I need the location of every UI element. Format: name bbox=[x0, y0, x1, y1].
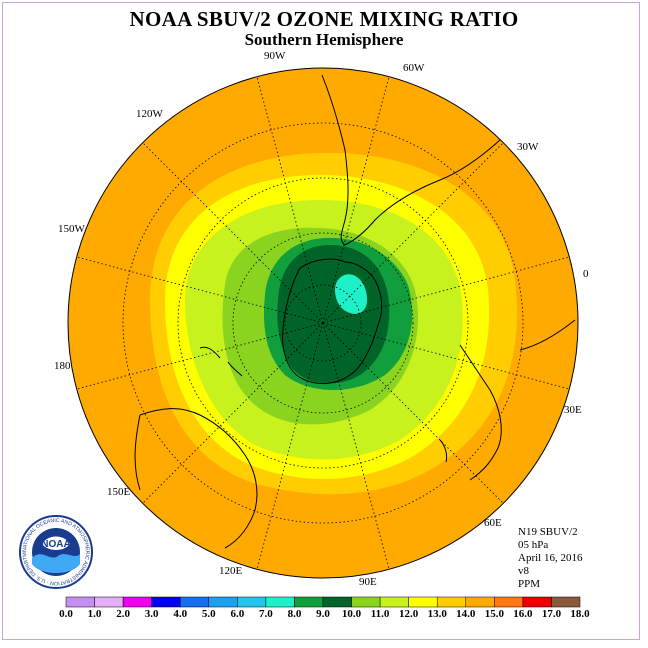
longitude-label-90w: 90W bbox=[264, 50, 286, 62]
legend-tick-label: 17.0 bbox=[541, 608, 562, 620]
map-info: N19 SBUV/2 05 hPa April 16, 2016 v8 PPM bbox=[518, 526, 582, 591]
latitude-circle bbox=[232, 232, 414, 414]
coastlines bbox=[134, 74, 576, 549]
legend-swatch bbox=[551, 596, 581, 608]
legend-swatch bbox=[179, 596, 210, 608]
latitude-circle bbox=[177, 177, 469, 469]
meridian-line bbox=[76, 256, 324, 324]
meridian-line bbox=[322, 322, 570, 390]
legend-tick-label: 10.0 bbox=[341, 608, 362, 620]
legend-swatch bbox=[465, 596, 495, 608]
info-level: 05 hPa bbox=[518, 539, 549, 551]
legend-tick-label: 15.0 bbox=[484, 608, 504, 620]
legend-swatch bbox=[94, 596, 124, 608]
longitude-label-90e: 90E bbox=[359, 576, 377, 588]
meridian-line bbox=[322, 76, 390, 324]
south-america-coast bbox=[321, 74, 501, 246]
legend-tick-label: 3.0 bbox=[144, 608, 159, 620]
longitude-label-180: 180 bbox=[54, 360, 71, 372]
ozone-band-7 bbox=[335, 274, 368, 314]
legend-tick-label: 0.0 bbox=[59, 608, 73, 620]
meridian-line bbox=[322, 322, 390, 570]
madagascar-coast bbox=[439, 439, 448, 463]
legend-swatch bbox=[237, 596, 267, 608]
logo-text: NOAA bbox=[41, 539, 70, 550]
meridian-line bbox=[76, 322, 324, 390]
legend-tick-label: 6.0 bbox=[230, 608, 245, 620]
legend-swatch bbox=[522, 596, 552, 608]
legend-tick-label: 8.0 bbox=[287, 608, 302, 620]
legend-tick-label: 16.0 bbox=[513, 608, 533, 620]
figure-border bbox=[2, 2, 640, 640]
africa-coast bbox=[459, 319, 576, 481]
legend-tick-label: 12.0 bbox=[399, 608, 419, 620]
australia-coast bbox=[134, 408, 258, 549]
color-legend bbox=[65, 596, 581, 608]
legend-tick-label: 9.0 bbox=[316, 608, 330, 620]
latitude-circle bbox=[122, 122, 524, 524]
longitude-label-150w: 150W bbox=[58, 223, 85, 235]
legend-swatch bbox=[322, 596, 352, 608]
meridian-line bbox=[142, 322, 324, 504]
legend-swatch bbox=[151, 596, 181, 608]
legend-swatch bbox=[494, 596, 524, 608]
meridian-line bbox=[256, 76, 324, 324]
legend-swatch bbox=[351, 596, 381, 608]
legend-tick-label: 4.0 bbox=[173, 608, 188, 620]
graticule bbox=[76, 76, 570, 570]
meridian-line bbox=[142, 142, 324, 324]
longitude-label-60w: 60W bbox=[403, 62, 425, 74]
legend-tick-label: 11.0 bbox=[370, 608, 390, 620]
new-zealand-coast bbox=[199, 346, 243, 377]
legend-swatch bbox=[122, 596, 152, 608]
legend-swatch bbox=[408, 596, 438, 608]
legend-tick-label: 1.0 bbox=[87, 608, 102, 620]
legend-tick-label: 2.0 bbox=[116, 608, 130, 620]
map-subtitle: Southern Hemisphere bbox=[244, 30, 404, 49]
meridian-line bbox=[322, 322, 504, 504]
map-border bbox=[67, 67, 579, 579]
info-date: April 16, 2016 bbox=[518, 552, 583, 564]
legend-tick-label: 5.0 bbox=[201, 608, 216, 620]
antarctica-coast bbox=[282, 258, 383, 384]
legend-swatch bbox=[208, 596, 238, 608]
legend-tick-label: 7.0 bbox=[259, 608, 273, 620]
noaa-logo-icon: NATIONAL OCEANIC AND ATMOSPHERIC ADMINIS… bbox=[18, 514, 93, 589]
longitude-label-0: 0 bbox=[583, 268, 589, 280]
ozone-band-8 bbox=[277, 245, 390, 384]
meridian-line bbox=[322, 142, 504, 324]
meridian-line bbox=[256, 322, 324, 570]
legend-tick-label: 14.0 bbox=[456, 608, 476, 620]
legend-swatch bbox=[379, 596, 409, 608]
meridian-line bbox=[322, 256, 570, 324]
map-title: NOAA SBUV/2 OZONE MIXING RATIO bbox=[129, 7, 519, 31]
info-version: v8 bbox=[518, 565, 529, 577]
legend-tick-label: 13.0 bbox=[427, 608, 447, 620]
info-satellite: N19 SBUV/2 bbox=[518, 526, 578, 538]
legend-swatch bbox=[436, 596, 467, 608]
legend-swatch bbox=[65, 596, 95, 608]
latitude-circle bbox=[284, 284, 362, 362]
longitude-label-120e: 120E bbox=[219, 565, 243, 577]
longitude-label-30e: 30E bbox=[564, 404, 582, 416]
legend-swatch bbox=[265, 596, 295, 608]
longitude-label-60e: 60E bbox=[484, 517, 502, 529]
longitude-label-150e: 150E bbox=[107, 486, 131, 498]
info-units: PPM bbox=[518, 578, 541, 590]
legend-tick-label: 18.0 bbox=[570, 608, 590, 620]
longitude-label-120w: 120W bbox=[136, 108, 163, 120]
legend-swatch bbox=[294, 596, 324, 608]
longitude-label-30w: 30W bbox=[517, 141, 539, 153]
